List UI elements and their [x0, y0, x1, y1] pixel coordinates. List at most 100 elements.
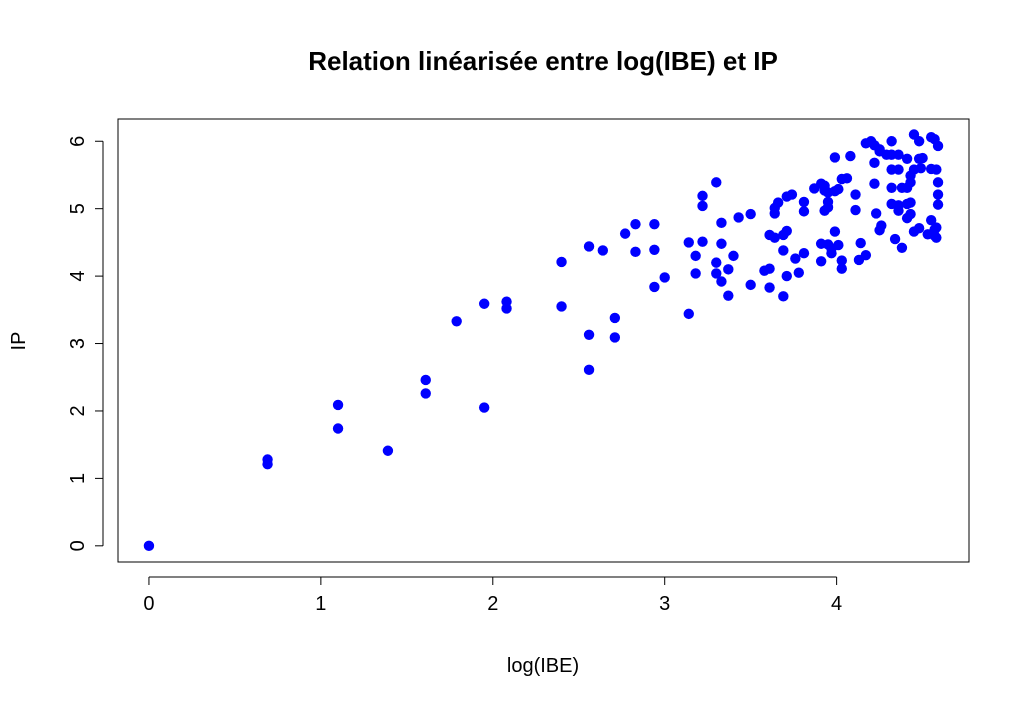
data-point: [697, 200, 708, 212]
data-point: [860, 250, 872, 261]
data-point: [893, 149, 904, 160]
x-tick-label: 4: [831, 593, 842, 615]
data-point: [683, 237, 694, 248]
data-point: [931, 232, 942, 243]
data-point: [833, 239, 844, 251]
data-point: [793, 267, 804, 278]
data-point: [786, 189, 798, 200]
data-point: [798, 247, 810, 259]
data-point: [332, 423, 344, 434]
data-point: [711, 268, 722, 279]
data-point: [781, 270, 792, 282]
data-point: [876, 220, 887, 231]
y-tick-label: 6: [67, 136, 89, 147]
y-tick-label: 2: [67, 405, 89, 416]
data-point: [382, 445, 394, 456]
y-tick-label: 5: [67, 203, 89, 214]
data-point: [850, 189, 861, 200]
y-tick-label: 3: [67, 338, 89, 349]
data-point: [869, 157, 880, 169]
data-point: [697, 190, 708, 202]
data-point: [583, 241, 595, 252]
data-point: [262, 454, 273, 465]
data-point: [649, 218, 660, 230]
data-point: [649, 281, 660, 293]
data-point: [733, 212, 744, 223]
data-point: [716, 276, 727, 287]
data-point: [332, 399, 344, 411]
data-point: [889, 233, 901, 245]
data-point: [815, 256, 827, 267]
data-point: [597, 245, 609, 256]
y-axis-label: IP: [8, 332, 30, 351]
data-point: [728, 250, 739, 262]
data-point: [896, 242, 908, 253]
data-point: [716, 238, 727, 249]
data-point: [690, 268, 701, 279]
data-point: [583, 329, 595, 340]
data-point: [931, 222, 942, 233]
data-point: [798, 196, 810, 208]
data-point: [583, 364, 595, 376]
data-point: [913, 136, 925, 147]
data-point: [790, 253, 801, 264]
data-point: [769, 232, 780, 243]
data-point: [778, 245, 789, 256]
data-point: [764, 263, 775, 274]
data-point: [619, 228, 631, 239]
data-point: [869, 178, 880, 189]
x-tick-label: 3: [659, 593, 670, 615]
data-point: [609, 312, 621, 324]
data-point: [798, 206, 810, 217]
data-point: [690, 250, 701, 262]
data-point: [913, 223, 925, 234]
data-point: [683, 308, 694, 320]
data-point: [841, 173, 853, 184]
data-point: [697, 236, 708, 247]
data-point: [630, 246, 641, 258]
data-point: [905, 197, 916, 208]
data-point: [822, 196, 834, 208]
data-point: [723, 290, 734, 301]
data-point: [420, 374, 431, 386]
data-point: [420, 388, 431, 399]
data-point: [855, 237, 866, 249]
data-point: [649, 244, 660, 256]
plot-frame: [117, 118, 970, 563]
data-point: [716, 217, 727, 229]
data-point: [745, 208, 756, 220]
data-point: [886, 182, 897, 193]
data-point: [556, 256, 567, 268]
data-point: [870, 208, 882, 219]
data-point: [915, 163, 927, 174]
data-point: [829, 152, 841, 163]
data-point: [659, 272, 670, 283]
y-axis: 0 1 2 3 4 5 6: [67, 136, 104, 551]
y-tick-label: 1: [67, 473, 89, 484]
data-point: [925, 214, 937, 226]
data-point: [893, 200, 904, 211]
data-point: [711, 257, 722, 268]
data-point: [833, 183, 844, 195]
x-tick-label: 1: [315, 593, 326, 615]
x-tick-label: 2: [487, 593, 498, 615]
x-tick-label: 0: [143, 593, 154, 615]
data-point: [932, 140, 944, 152]
data-point: [609, 332, 621, 343]
x-axis: 0 1 2 3 4: [143, 576, 842, 615]
data-point: [723, 264, 734, 275]
data-point: [745, 279, 756, 291]
data-point: [931, 164, 942, 175]
data-point: [781, 225, 792, 237]
data-point: [932, 199, 944, 210]
data-point: [451, 316, 462, 327]
data-point: [886, 136, 897, 147]
chart-title: Relation linéarisée entre log(IBE) et IP: [308, 46, 778, 76]
data-point: [829, 226, 841, 237]
data-point: [556, 301, 567, 312]
data-point: [932, 177, 944, 188]
data-point: [778, 291, 789, 302]
data-point: [850, 204, 861, 216]
data-point: [478, 402, 490, 413]
